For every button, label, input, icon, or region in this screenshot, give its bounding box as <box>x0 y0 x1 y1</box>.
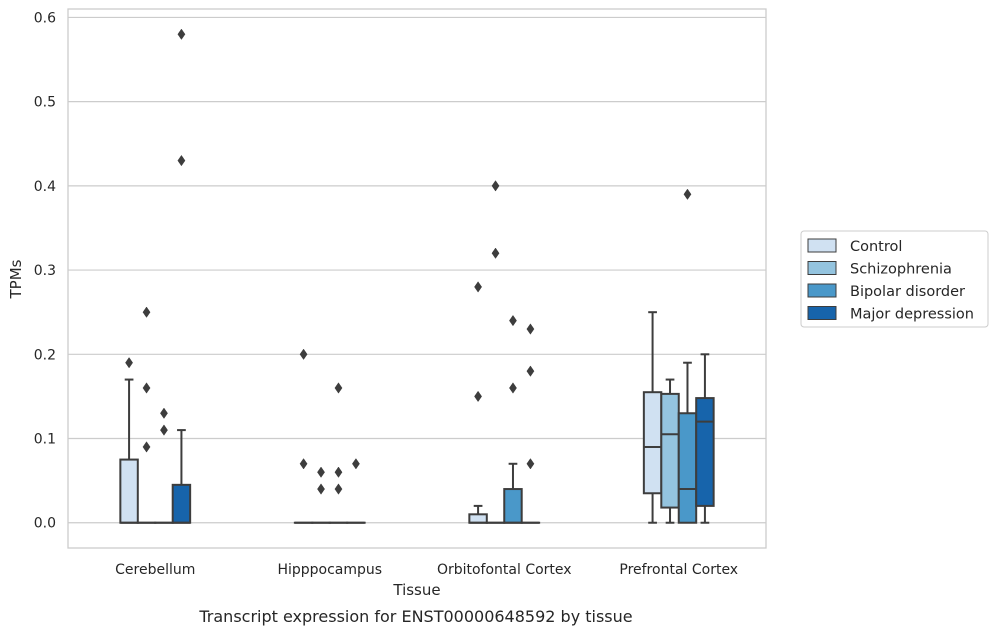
outlier-point <box>125 357 133 369</box>
box-0-3 <box>171 28 192 524</box>
outlier-point <box>160 407 168 419</box>
y-tick-label: 0.4 <box>34 179 56 195</box>
y-tick-label: 0.3 <box>34 263 56 279</box>
box-2-2 <box>503 314 523 524</box>
outlier-point <box>491 247 500 259</box>
box-iqr <box>642 391 663 495</box>
x-tick-label: Prefrontal Cortex <box>619 562 738 578</box>
legend-swatch <box>807 261 837 275</box>
x-axis-label: Tissue <box>392 581 440 599</box>
plot-area <box>67 8 767 549</box>
box-3-1 <box>660 378 680 524</box>
outlier-point <box>526 458 535 470</box>
outlier-point <box>299 458 308 470</box>
y-axis-label: TPMs <box>7 259 25 299</box>
outlier-point <box>317 466 325 478</box>
legend: Control Schizophrenia Bipolar disorder Majo… <box>800 230 989 328</box>
x-tick-label: Cerebellum <box>115 562 195 578</box>
outlier-point <box>334 483 343 495</box>
legend-frame <box>800 230 989 328</box>
chart-caption: Transcript expression for ENST0000064859… <box>198 607 632 626</box>
legend-entry-label: Major depression <box>850 307 974 323</box>
boxes-layer <box>119 28 715 524</box>
outlier-point <box>142 441 151 453</box>
y-tick-label: 0.2 <box>34 347 56 363</box>
legend-swatch <box>807 306 837 320</box>
outlier-point <box>142 306 151 318</box>
box-iqr <box>660 392 680 509</box>
box-0-0 <box>119 357 139 524</box>
legend-entry-label: Schizophrenia <box>850 262 952 278</box>
y-tick-label: 0.0 <box>34 516 56 532</box>
outlier-point <box>509 314 517 327</box>
outlier-point <box>474 390 482 403</box>
outlier-point <box>160 424 168 436</box>
outlier-point <box>334 466 343 478</box>
outlier-point <box>683 188 692 200</box>
y-axis-ticks: 0.0 0.1 0.2 0.3 0.4 0.5 0.6 <box>34 10 56 531</box>
box-iqr <box>695 397 715 507</box>
outlier-point <box>352 458 360 470</box>
outlier-point <box>509 382 517 394</box>
legend-swatch <box>807 238 837 253</box>
outlier-point <box>334 382 343 394</box>
y-tick-label: 0.5 <box>34 95 56 111</box>
y-tick-label: 0.1 <box>34 432 56 448</box>
box-3-3 <box>695 353 715 524</box>
box-iqr <box>503 488 523 524</box>
box-3-2 <box>677 188 698 524</box>
outlier-point <box>491 180 500 192</box>
box-iqr <box>677 412 698 524</box>
outlier-point <box>177 28 186 40</box>
outlier-point <box>317 483 325 495</box>
outlier-point <box>142 382 151 394</box>
plot-frame <box>67 8 767 549</box>
outlier-point <box>526 365 535 377</box>
legend-entry-label: Control <box>850 239 902 255</box>
box-iqr <box>171 483 192 524</box>
box-1-3 <box>346 458 366 524</box>
x-tick-label: Hipppocampus <box>277 562 382 578</box>
box-2-0 <box>468 281 488 524</box>
outlier-point <box>526 323 535 335</box>
box-iqr <box>119 458 139 524</box>
box-0-2 <box>154 407 174 524</box>
x-tick-label: Orbitofontal Cortex <box>437 562 572 578</box>
outlier-point <box>299 348 308 360</box>
box-1-1 <box>311 466 331 524</box>
outlier-point <box>474 281 482 293</box>
legend-entry-label: Bipolar disorder <box>850 284 965 300</box>
legend-swatch <box>807 283 837 298</box>
y-tick-label: 0.6 <box>34 10 56 26</box>
box-iqr <box>468 513 488 524</box>
x-axis-ticks: Cerebellum Hipppocampus Orbitofontal Corte… <box>115 562 738 578</box>
outlier-point <box>177 154 186 167</box>
box-2-3 <box>520 323 541 524</box>
